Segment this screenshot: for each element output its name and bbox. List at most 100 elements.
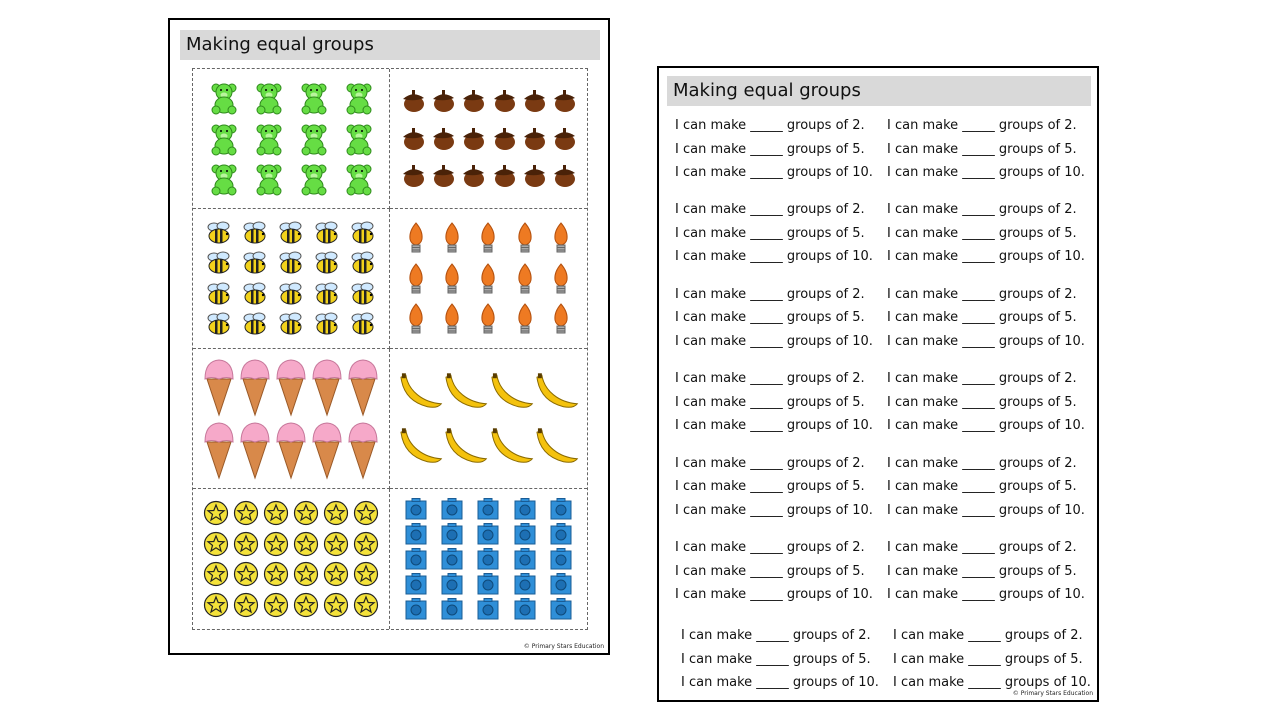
bee-icon xyxy=(273,282,309,306)
bee-icon xyxy=(345,282,381,306)
bee-icon xyxy=(273,312,309,336)
light-bulb-icon xyxy=(398,262,434,296)
star-coin-icon xyxy=(351,531,381,557)
cube-icon xyxy=(434,523,470,545)
cube-icon xyxy=(398,573,434,595)
acorn-icon xyxy=(549,164,579,188)
light-bulb-icon xyxy=(507,262,543,296)
light-bulb-icon xyxy=(398,221,434,255)
light-bulb-icon xyxy=(543,221,579,255)
light-bulb-icon xyxy=(470,262,506,296)
star-coin-icon xyxy=(231,592,261,618)
cube-icon xyxy=(543,548,579,570)
light-bulb-icon xyxy=(507,221,543,255)
acorn-icon xyxy=(458,164,488,188)
acorn-icon xyxy=(488,164,518,188)
sentence-groups-of-10: I can make _____ groups of 10. xyxy=(681,675,879,691)
star-coin-icon xyxy=(231,500,261,526)
sentence-groups-of-5: I can make _____ groups of 5. xyxy=(675,225,865,241)
light-bulb-icon xyxy=(434,262,470,296)
sentence-groups-of-2: I can make _____ groups of 2. xyxy=(887,371,1077,387)
star-coin-icon xyxy=(201,592,231,618)
cube-icon xyxy=(507,523,543,545)
cube-icon xyxy=(398,498,434,520)
ice-cream-icon xyxy=(237,357,273,417)
left-worksheet-title: Making equal groups xyxy=(180,30,600,60)
star-coin-icon xyxy=(231,561,261,587)
cube-icon xyxy=(470,548,506,570)
cube-icon xyxy=(398,523,434,545)
ice-cream-icon xyxy=(237,420,273,480)
picture-cell-bulbs xyxy=(390,209,587,349)
light-bulb-icon xyxy=(507,302,543,336)
acorn-icon xyxy=(549,89,579,113)
bee-icon xyxy=(201,251,237,275)
cube-icon xyxy=(507,498,543,520)
sentence-groups-of-10: I can make _____ groups of 10. xyxy=(675,418,873,434)
acorn-icon xyxy=(488,127,518,151)
ice-cream-icon xyxy=(309,357,345,417)
acorn-icon xyxy=(549,127,579,151)
acorn-icon xyxy=(519,164,549,188)
star-coin-icon xyxy=(261,531,291,557)
bee-icon xyxy=(201,282,237,306)
sentence-groups-of-2: I can make _____ groups of 2. xyxy=(675,371,865,387)
star-coin-icon xyxy=(201,561,231,587)
picture-grid xyxy=(192,68,588,630)
bee-icon xyxy=(345,251,381,275)
star-coin-icon xyxy=(321,500,351,526)
cube-icon xyxy=(543,573,579,595)
star-coin-icon xyxy=(291,531,321,557)
sentence-groups-of-10: I can make _____ groups of 10. xyxy=(887,502,1085,518)
cube-icon xyxy=(398,548,434,570)
ice-cream-icon xyxy=(345,420,381,480)
sentence-groups-of-2: I can make _____ groups of 2. xyxy=(893,628,1083,644)
bee-icon xyxy=(237,282,273,306)
cube-icon xyxy=(470,598,506,620)
banana-icon xyxy=(443,426,488,466)
sentence-groups-of-2: I can make _____ groups of 2. xyxy=(675,540,865,555)
sentence-groups-of-5: I can make _____ groups of 5. xyxy=(675,563,865,579)
bee-icon xyxy=(345,221,381,245)
banana-icon xyxy=(398,426,443,466)
cube-icon xyxy=(470,523,506,545)
teddy-bear-icon xyxy=(291,81,336,115)
star-coin-icon xyxy=(321,592,351,618)
cube-icon xyxy=(543,598,579,620)
sentence-groups-of-5: I can make _____ groups of 5. xyxy=(887,563,1077,579)
star-coin-icon xyxy=(351,561,381,587)
sentence-groups-of-10: I can make _____ groups of 10. xyxy=(887,418,1085,434)
sentence-groups-of-5: I can make _____ groups of 5. xyxy=(681,651,871,667)
acorn-icon xyxy=(458,89,488,113)
sentence-groups-of-10: I can make _____ groups of 10. xyxy=(887,249,1085,265)
picture-cell-acorns xyxy=(390,69,587,209)
acorn-icon xyxy=(398,89,428,113)
bee-icon xyxy=(201,312,237,336)
sentence-groups-of-10: I can make _____ groups of 10. xyxy=(675,249,873,265)
light-bulb-icon xyxy=(470,302,506,336)
light-bulb-icon xyxy=(434,221,470,255)
bee-icon xyxy=(345,312,381,336)
acorn-icon xyxy=(488,89,518,113)
cube-icon xyxy=(507,573,543,595)
star-coin-icon xyxy=(261,500,291,526)
ice-cream-icon xyxy=(273,420,309,480)
acorn-icon xyxy=(398,164,428,188)
sentence-groups-of-10: I can make _____ groups of 10. xyxy=(887,165,1085,180)
cube-icon xyxy=(434,498,470,520)
teddy-bear-icon xyxy=(336,81,381,115)
teddy-bear-icon xyxy=(291,162,336,196)
star-coin-icon xyxy=(291,561,321,587)
teddy-bear-icon xyxy=(336,122,381,156)
banana-icon xyxy=(489,426,534,466)
sentence-groups-of-10: I can make _____ groups of 10. xyxy=(675,333,873,349)
cube-icon xyxy=(543,523,579,545)
teddy-bear-icon xyxy=(246,162,291,196)
acorn-icon xyxy=(428,89,458,113)
sentence-groups-of-2: I can make _____ groups of 2. xyxy=(887,286,1077,302)
acorn-icon xyxy=(398,127,428,151)
banana-icon xyxy=(534,426,579,466)
cube-icon xyxy=(434,548,470,570)
picture-cell-star-coins xyxy=(193,489,390,629)
light-bulb-icon xyxy=(543,302,579,336)
